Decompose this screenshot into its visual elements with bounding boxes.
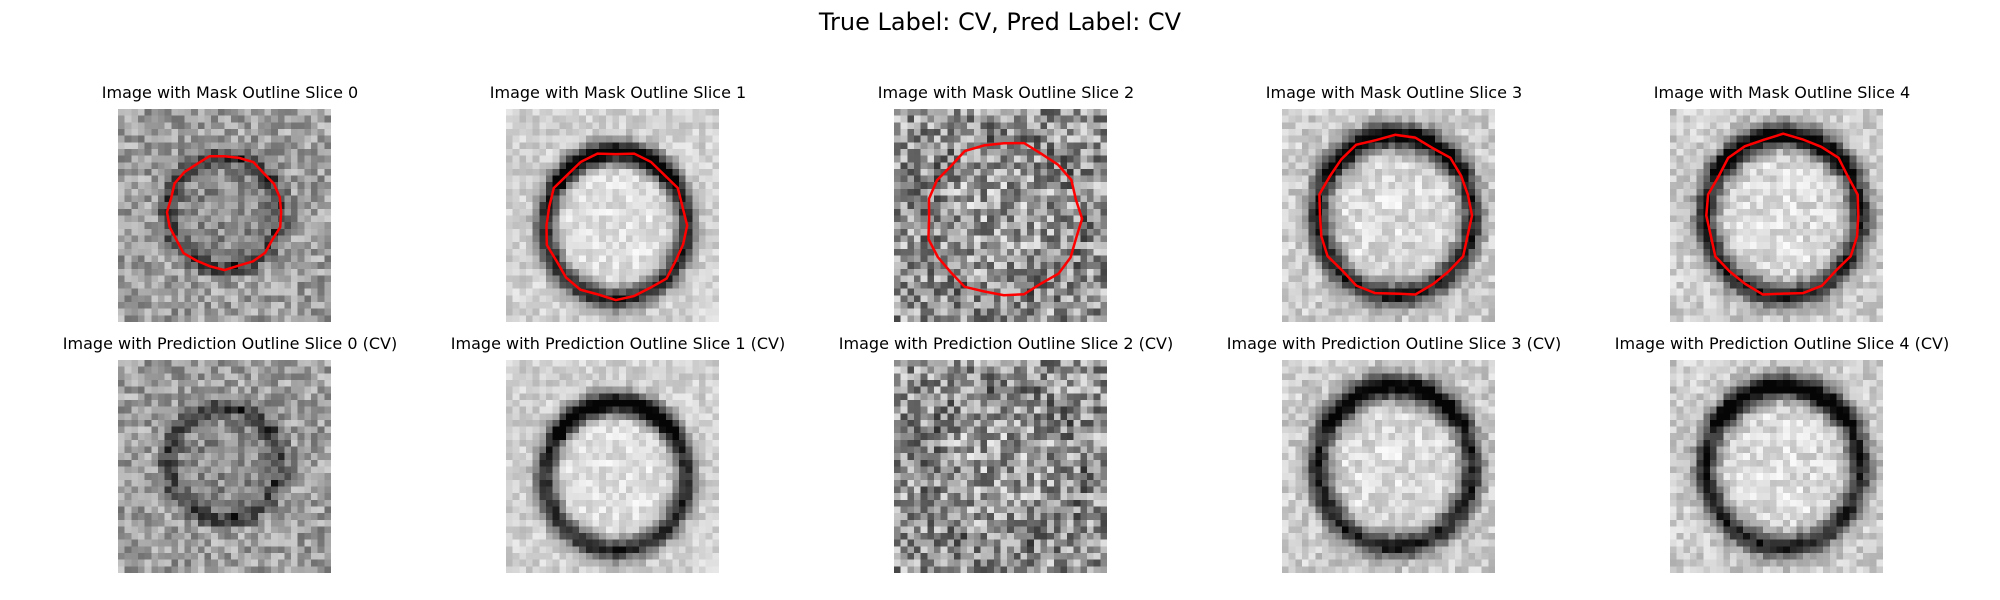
panel-title: Image with Mask Outline Slice 0 [101,83,359,102]
slice-image [894,109,1107,322]
grayscale-texture [894,360,1107,573]
panel-title: Image with Prediction Outline Slice 0 (C… [62,334,398,353]
panel-title: Image with Mask Outline Slice 1 [489,83,747,102]
mask-outline [1318,133,1474,296]
slice-image [894,360,1107,573]
mask-outline [165,154,283,272]
panel-mask-slice-0: Image with Mask Outline Slice 0 [30,83,430,322]
grayscale-texture [118,109,331,322]
panel-prediction-slice-1: Image with Prediction Outline Slice 1 (C… [418,334,818,573]
panel-title: Image with Mask Outline Slice 3 [1265,83,1523,102]
mask-outline [545,152,689,302]
slice-image [118,109,331,322]
panel-mask-slice-4: Image with Mask Outline Slice 4 [1582,83,1982,322]
panel-title: Image with Prediction Outline Slice 1 (C… [450,334,786,353]
mask-outline [927,141,1084,297]
slice-image [1670,109,1883,322]
panel-mask-slice-3: Image with Mask Outline Slice 3 [1194,83,1594,322]
panel-title: Image with Mask Outline Slice 2 [877,83,1135,102]
mask-outline [1705,132,1860,296]
grayscale-texture [118,360,331,573]
panel-mask-slice-2: Image with Mask Outline Slice 2 [806,83,1206,322]
grayscale-texture [506,109,719,322]
panel-prediction-slice-0: Image with Prediction Outline Slice 0 (C… [30,334,430,573]
panel-mask-slice-1: Image with Mask Outline Slice 1 [418,83,818,322]
slice-image [1282,360,1495,573]
panel-prediction-slice-4: Image with Prediction Outline Slice 4 (C… [1582,334,1982,573]
panel-prediction-slice-3: Image with Prediction Outline Slice 3 (C… [1194,334,1594,573]
panel-prediction-slice-2: Image with Prediction Outline Slice 2 (C… [806,334,1206,573]
slice-image [1670,360,1883,573]
panel-title: Image with Prediction Outline Slice 2 (C… [838,334,1174,353]
grayscale-texture [506,360,719,573]
panel-title: Image with Prediction Outline Slice 4 (C… [1614,334,1950,353]
grayscale-texture [1282,109,1495,322]
panel-title: Image with Prediction Outline Slice 3 (C… [1226,334,1562,353]
grayscale-texture [1670,360,1883,573]
grayscale-texture [1282,360,1495,573]
slice-image [118,360,331,573]
slice-image [506,360,719,573]
slice-image [506,109,719,322]
slice-image [1282,109,1495,322]
grayscale-texture [1670,109,1883,322]
panel-title: Image with Mask Outline Slice 4 [1653,83,1911,102]
figure-title: True Label: CV, Pred Label: CV [818,8,1182,36]
grayscale-texture [894,109,1107,322]
